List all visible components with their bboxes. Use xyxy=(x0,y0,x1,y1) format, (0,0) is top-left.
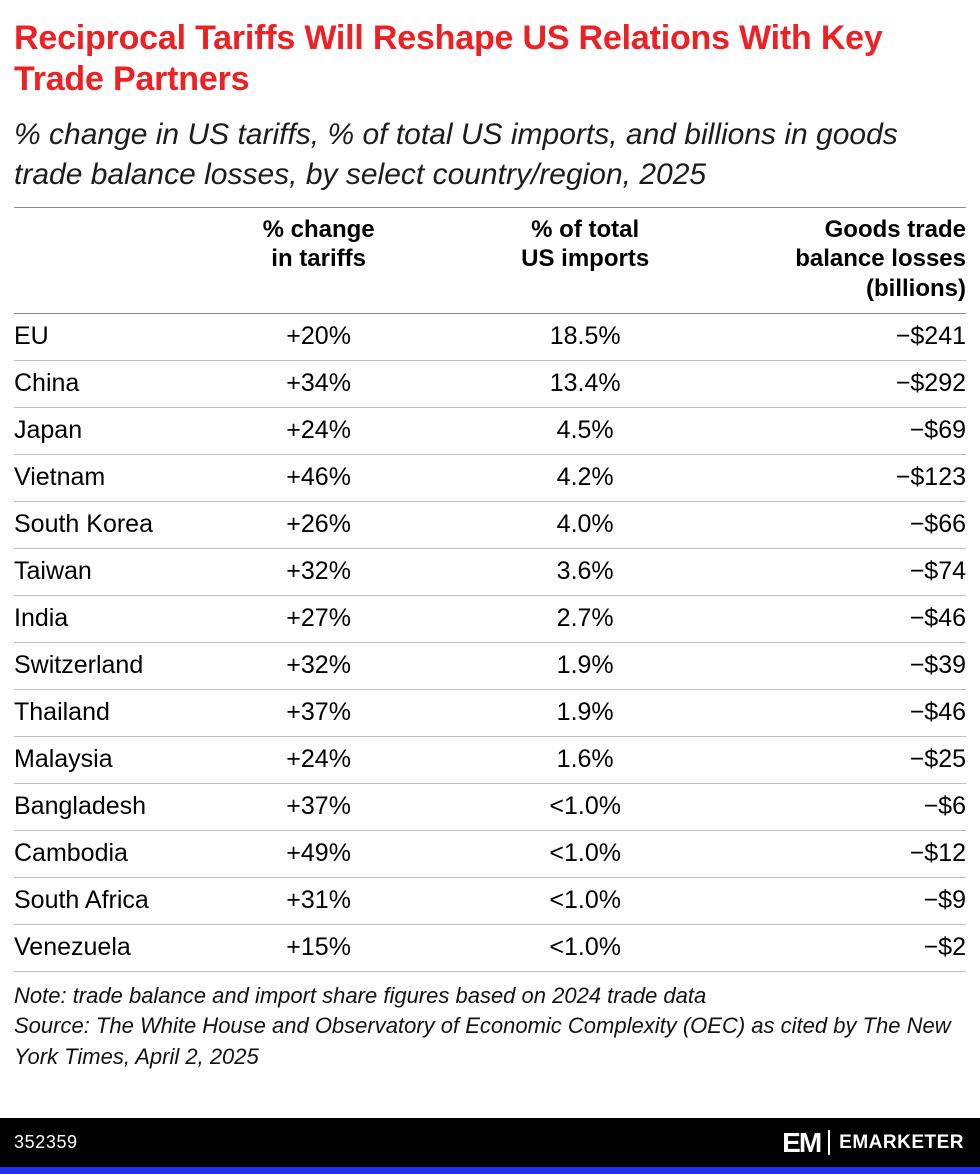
table-row: Cambodia +49% <1.0% −$12 xyxy=(14,830,966,878)
import-share-cell: 4.2% xyxy=(432,454,738,502)
country-cell: South Korea xyxy=(14,501,205,549)
table-row: China +34% 13.4% −$292 xyxy=(14,360,966,408)
import-share-cell: 1.9% xyxy=(432,689,738,737)
country-cell: South Africa xyxy=(14,877,205,925)
import-share-cell: 18.5% xyxy=(432,313,738,361)
trade-balance-cell: −$39 xyxy=(737,642,966,690)
country-cell: Vietnam xyxy=(14,454,205,502)
country-cell: Switzerland xyxy=(14,642,205,690)
chart-id: 352359 xyxy=(14,1132,78,1152)
chart-content: Reciprocal Tariffs Will Reshape US Relat… xyxy=(14,19,966,1084)
country-cell: Bangladesh xyxy=(14,783,205,831)
trade-balance-cell: −$292 xyxy=(737,360,966,408)
chart-subtitle: % change in US tariffs, % of total US im… xyxy=(14,117,898,191)
trade-balance-cell: −$9 xyxy=(737,877,966,925)
note-text: Note: trade balance and import share fig… xyxy=(14,982,707,1008)
tariff-change-cell: +32% xyxy=(204,642,433,690)
brand-name: EMARKETER xyxy=(839,1131,964,1153)
data-table: % change in tariffs % of total US import… xyxy=(14,206,966,972)
import-share-cell: <1.0% xyxy=(432,830,738,878)
table-row: Thailand +37% 1.9% −$46 xyxy=(14,689,966,737)
tariff-change-cell: +24% xyxy=(204,736,433,784)
table-row: Bangladesh +37% <1.0% −$6 xyxy=(14,783,966,831)
trade-balance-cell: −$6 xyxy=(737,783,966,831)
trade-balance-cell: −$25 xyxy=(737,736,966,784)
import-share-cell: 4.0% xyxy=(432,501,738,549)
tariff-change-cell: +37% xyxy=(204,689,433,737)
trade-balance-cell: −$123 xyxy=(737,454,966,502)
country-cell: Cambodia xyxy=(14,830,205,878)
tariff-change-cell: +27% xyxy=(204,595,433,643)
import-share-cell: 13.4% xyxy=(432,360,738,408)
trade-balance-cell: −$66 xyxy=(737,501,966,549)
logo-divider xyxy=(828,1130,831,1155)
table-row: Venezuela +15% <1.0% −$2 xyxy=(14,924,966,972)
tariff-change-cell: +24% xyxy=(204,407,433,455)
footer-accent-bar xyxy=(0,1167,980,1174)
tariff-change-cell: +31% xyxy=(204,877,433,925)
trade-balance-cell: −$241 xyxy=(737,313,966,361)
country-cell: Venezuela xyxy=(14,924,205,972)
table-row: Vietnam +46% 4.2% −$123 xyxy=(14,454,966,502)
column-header-country xyxy=(14,206,205,314)
table-row: India +27% 2.7% −$46 xyxy=(14,595,966,643)
tariff-change-cell: +49% xyxy=(204,830,433,878)
emarketer-logo: EM EMARKETER xyxy=(782,1126,964,1158)
table-row: Japan +24% 4.5% −$69 xyxy=(14,407,966,455)
tariff-change-cell: +46% xyxy=(204,454,433,502)
import-share-cell: 2.7% xyxy=(432,595,738,643)
trade-balance-cell: −$46 xyxy=(737,689,966,737)
trade-balance-cell: −$2 xyxy=(737,924,966,972)
tariff-change-cell: +15% xyxy=(204,924,433,972)
table-row: Switzerland +32% 1.9% −$39 xyxy=(14,642,966,690)
column-header-tariff-change: % change in tariffs xyxy=(204,206,433,314)
country-cell: Japan xyxy=(14,407,205,455)
country-cell: China xyxy=(14,360,205,408)
footnotes: Note: trade balance and import share fig… xyxy=(14,972,966,1084)
trade-balance-cell: −$12 xyxy=(737,830,966,878)
import-share-cell: 4.5% xyxy=(432,407,738,455)
trade-balance-cell: −$69 xyxy=(737,407,966,455)
table-body: EU +20% 18.5% −$241 China +34% 13.4% −$292 Japan… xyxy=(14,313,966,972)
tariff-change-cell: +34% xyxy=(204,360,433,408)
table-row: South Korea +26% 4.0% −$66 xyxy=(14,501,966,549)
table-row: Malaysia +24% 1.6% −$25 xyxy=(14,736,966,784)
chart-title: Reciprocal Tariffs Will Reshape US Relat… xyxy=(14,19,883,99)
import-share-cell: 1.6% xyxy=(432,736,738,784)
footer-bar: 352359 EM EMARKETER xyxy=(0,1118,980,1167)
country-cell: Thailand xyxy=(14,689,205,737)
import-share-cell: <1.0% xyxy=(432,924,738,972)
column-header-import-share: % of total US imports xyxy=(432,206,738,314)
country-cell: Malaysia xyxy=(14,736,205,784)
table-row: EU +20% 18.5% −$241 xyxy=(14,313,966,361)
import-share-cell: <1.0% xyxy=(432,783,738,831)
trade-balance-cell: −$74 xyxy=(737,548,966,596)
source-text: Source: The White House and Observatory … xyxy=(14,1013,951,1069)
em-logo-icon: EM xyxy=(782,1126,822,1158)
tariff-change-cell: +20% xyxy=(204,313,433,361)
tariff-change-cell: +37% xyxy=(204,783,433,831)
import-share-cell: 3.6% xyxy=(432,548,738,596)
country-cell: EU xyxy=(14,313,205,361)
tariff-change-cell: +32% xyxy=(204,548,433,596)
table-row: Taiwan +32% 3.6% −$74 xyxy=(14,548,966,596)
trade-balance-cell: −$46 xyxy=(737,595,966,643)
import-share-cell: <1.0% xyxy=(432,877,738,925)
country-cell: India xyxy=(14,595,205,643)
country-cell: Taiwan xyxy=(14,548,205,596)
column-header-trade-balance: Goods trade balance losses (billions) xyxy=(737,206,966,314)
tariff-change-cell: +26% xyxy=(204,501,433,549)
table-header-row: % change in tariffs % of total US import… xyxy=(14,206,966,314)
table-row: South Africa +31% <1.0% −$9 xyxy=(14,877,966,925)
import-share-cell: 1.9% xyxy=(432,642,738,690)
table-header: % change in tariffs % of total US import… xyxy=(14,206,966,314)
